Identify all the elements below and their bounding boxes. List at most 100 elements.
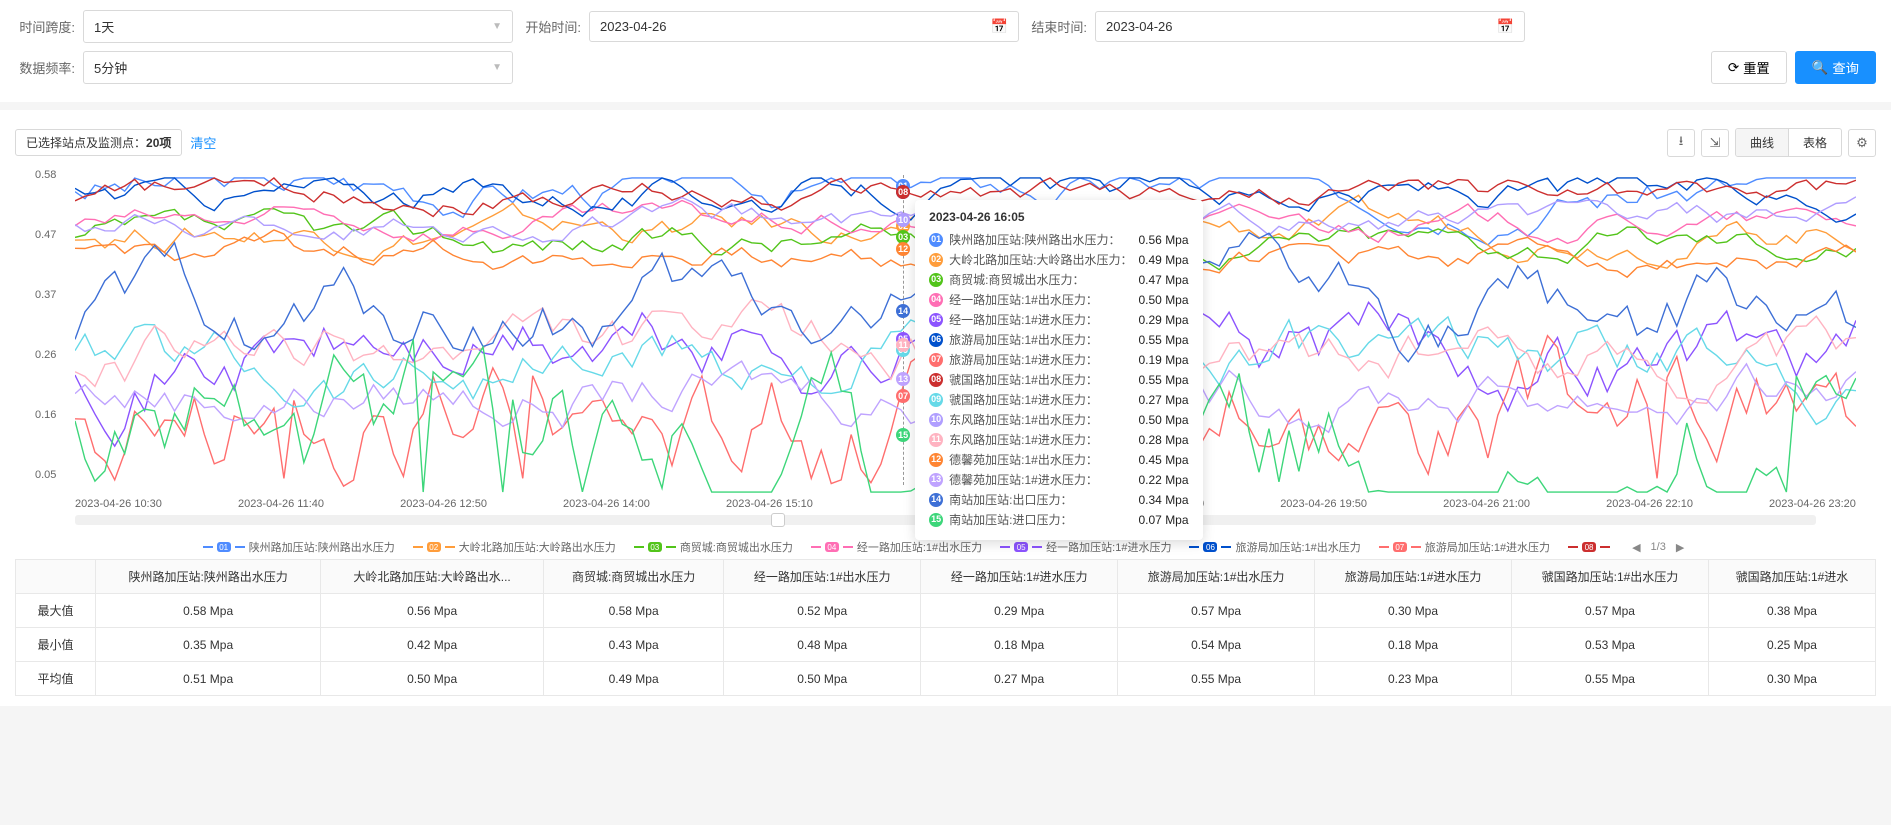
tooltip-row: 06旅游局加压站:1#出水压力：0.55 Mpa: [929, 330, 1188, 350]
legend-badge-icon: 07: [1393, 542, 1407, 552]
table-cell: 0.56 Mpa: [321, 594, 544, 628]
chart-area: 0.580.470.370.260.160.05 2023-04-26 16:0…: [15, 165, 1876, 505]
y-tick-label: 0.05: [35, 469, 56, 481]
tooltip-row: 03商贸城:商贸城出水压力：0.47 Mpa: [929, 270, 1188, 290]
y-tick-label: 0.26: [35, 349, 56, 361]
series-dot-icon: 08: [929, 373, 943, 387]
legend-item[interactable]: 08: [1568, 542, 1610, 552]
tooltip-row: 12德馨苑加压站:1#出水压力：0.45 Mpa: [929, 450, 1188, 470]
legend-prev-icon[interactable]: ◀: [1628, 541, 1644, 554]
reset-icon: ⟳: [1728, 60, 1739, 76]
row-label: 平均值: [16, 662, 96, 696]
series-dot-icon: 09: [929, 393, 943, 407]
series-dot-icon: 10: [929, 413, 943, 427]
series-dot-icon: 11: [929, 433, 943, 447]
tooltip-row: 08虢国路加压站:1#出水压力：0.55 Mpa: [929, 370, 1188, 390]
table-header: 旅游局加压站:1#进水压力: [1315, 560, 1512, 594]
x-tick-label: 2023-04-26 19:50: [1280, 498, 1367, 510]
freq-label: 数据频率:: [15, 58, 75, 77]
y-tick-label: 0.58: [35, 169, 56, 181]
tab-table[interactable]: 表格: [1789, 129, 1841, 156]
tooltip-label: 东风路加压站:1#出水压力：: [949, 411, 1132, 429]
filters-panel: 时间跨度: 1天 ▼ 开始时间: 2023-04-26 📅 结束时间: 2023…: [0, 0, 1891, 102]
clear-link[interactable]: 清空: [190, 133, 216, 152]
table-cell: 0.58 Mpa: [96, 594, 321, 628]
tooltip-value: 0.56 Mpa: [1139, 231, 1189, 249]
legend-item[interactable]: 03 商贸城:商贸城出水压力: [634, 539, 793, 555]
tooltip-value: 0.55 Mpa: [1139, 331, 1189, 349]
table-header: 经一路加压站:1#出水压力: [724, 560, 921, 594]
tab-curve[interactable]: 曲线: [1736, 129, 1789, 156]
table-cell: 0.35 Mpa: [96, 628, 321, 662]
legend-badge-icon: 05: [1014, 542, 1028, 552]
tooltip-row: 15南站加压站:进口压力：0.07 Mpa: [929, 510, 1188, 530]
gear-icon[interactable]: ⚙: [1848, 129, 1876, 157]
tooltip-value: 0.49 Mpa: [1139, 251, 1189, 269]
chevron-down-icon: ▼: [492, 62, 502, 73]
table-header: 虢国路加压站:1#出水压力: [1512, 560, 1709, 594]
tooltip-value: 0.19 Mpa: [1139, 351, 1189, 369]
timespan-select[interactable]: 1天 ▼: [83, 10, 513, 43]
freq-select[interactable]: 5分钟 ▼: [83, 51, 513, 84]
series-dot-icon: 14: [929, 493, 943, 507]
legend-item[interactable]: 06旅游局加压站:1#出水压力: [1189, 539, 1360, 555]
tooltip-value: 0.55 Mpa: [1139, 371, 1189, 389]
table-cell: 0.38 Mpa: [1708, 594, 1875, 628]
x-tick-label: 2023-04-26 23:20: [1769, 498, 1856, 510]
tooltip-value: 0.45 Mpa: [1139, 451, 1189, 469]
table-header: 大岭北路加压站:大岭路出水...: [321, 560, 544, 594]
table-row: 最大值0.58 Mpa0.56 Mpa0.58 Mpa0.52 Mpa0.29 …: [16, 594, 1876, 628]
tooltip-label: 德馨苑加压站:1#进水压力：: [949, 471, 1132, 489]
series-marker: 07: [896, 389, 910, 403]
slider-handle[interactable]: [771, 513, 785, 527]
table-header: 商贸城:商贸城出水压力: [543, 560, 723, 594]
table-cell: 0.53 Mpa: [1512, 628, 1709, 662]
legend-badge-icon: 01: [217, 542, 231, 552]
series-marker: 12: [896, 242, 910, 256]
series-dot-icon: 13: [929, 473, 943, 487]
row-label: 最小值: [16, 628, 96, 662]
tooltip-value: 0.34 Mpa: [1139, 491, 1189, 509]
legend-item[interactable]: 04经一路加压站:1#出水压力: [811, 539, 982, 555]
reset-button[interactable]: ⟳ 重置: [1711, 51, 1787, 84]
view-tabs: 曲线 表格: [1735, 128, 1842, 157]
table-row: 最小值0.35 Mpa0.42 Mpa0.43 Mpa0.48 Mpa0.18 …: [16, 628, 1876, 662]
selected-badge: 已选择站点及监测点：20项: [15, 129, 182, 156]
end-label: 结束时间:: [1027, 17, 1087, 36]
start-date-input[interactable]: 2023-04-26 📅: [589, 11, 1019, 42]
tooltip-value: 0.47 Mpa: [1139, 271, 1189, 289]
tooltip-value: 0.28 Mpa: [1139, 431, 1189, 449]
series-marker: 08: [896, 185, 910, 199]
download-icon[interactable]: ⭳: [1667, 129, 1695, 157]
tooltip-value: 0.50 Mpa: [1139, 291, 1189, 309]
series-dot-icon: 05: [929, 313, 943, 327]
table-cell: 0.43 Mpa: [543, 628, 723, 662]
export-icon[interactable]: ⇲: [1701, 129, 1729, 157]
series-dot-icon: 15: [929, 513, 943, 527]
end-date-input[interactable]: 2023-04-26 📅: [1095, 11, 1525, 42]
series-marker: 14: [896, 304, 910, 318]
calendar-icon: 📅: [1497, 18, 1514, 35]
legend-next-icon[interactable]: ▶: [1672, 541, 1688, 554]
legend-item[interactable]: 07旅游局加压站:1#进水压力: [1379, 539, 1550, 555]
tooltip-label: 东风路加压站:1#进水压力：: [949, 431, 1132, 449]
query-button[interactable]: 🔍 查询: [1795, 51, 1876, 84]
main-panel: 已选择站点及监测点：20项 清空 ⭳ ⇲ 曲线 表格 ⚙ 0.580.470.3…: [0, 110, 1891, 706]
series-dot-icon: 01: [929, 233, 943, 247]
legend-label: 商贸城:商贸城出水压力: [680, 539, 793, 555]
x-tick-label: 2023-04-26 11:40: [238, 498, 324, 510]
tooltip-label: 旅游局加压站:1#进水压力：: [949, 351, 1132, 369]
legend-item[interactable]: 01 陕州路加压站:陕州路出水压力: [203, 539, 395, 555]
tooltip-row: 14南站加压站:出口压力：0.34 Mpa: [929, 490, 1188, 510]
legend-item[interactable]: 05经一路加压站:1#进水压力: [1000, 539, 1171, 555]
end-value: 2023-04-26: [1106, 19, 1173, 34]
legend-label: 陕州路加压站:陕州路出水压力: [249, 539, 395, 555]
series-dot-icon: 02: [929, 253, 943, 267]
x-tick-label: 2023-04-26 15:10: [726, 498, 813, 510]
legend-badge-icon: 03: [648, 542, 662, 552]
legend-item[interactable]: 02大岭北路加压站:大岭路出水压力: [413, 539, 616, 555]
tooltip-row: 11 东风路加压站:1#进水压力： 0.28 Mpa: [929, 430, 1188, 450]
tooltip-value: 0.50 Mpa: [1139, 411, 1189, 429]
series-dot-icon: 12: [929, 453, 943, 467]
table-cell: 0.50 Mpa: [321, 662, 544, 696]
